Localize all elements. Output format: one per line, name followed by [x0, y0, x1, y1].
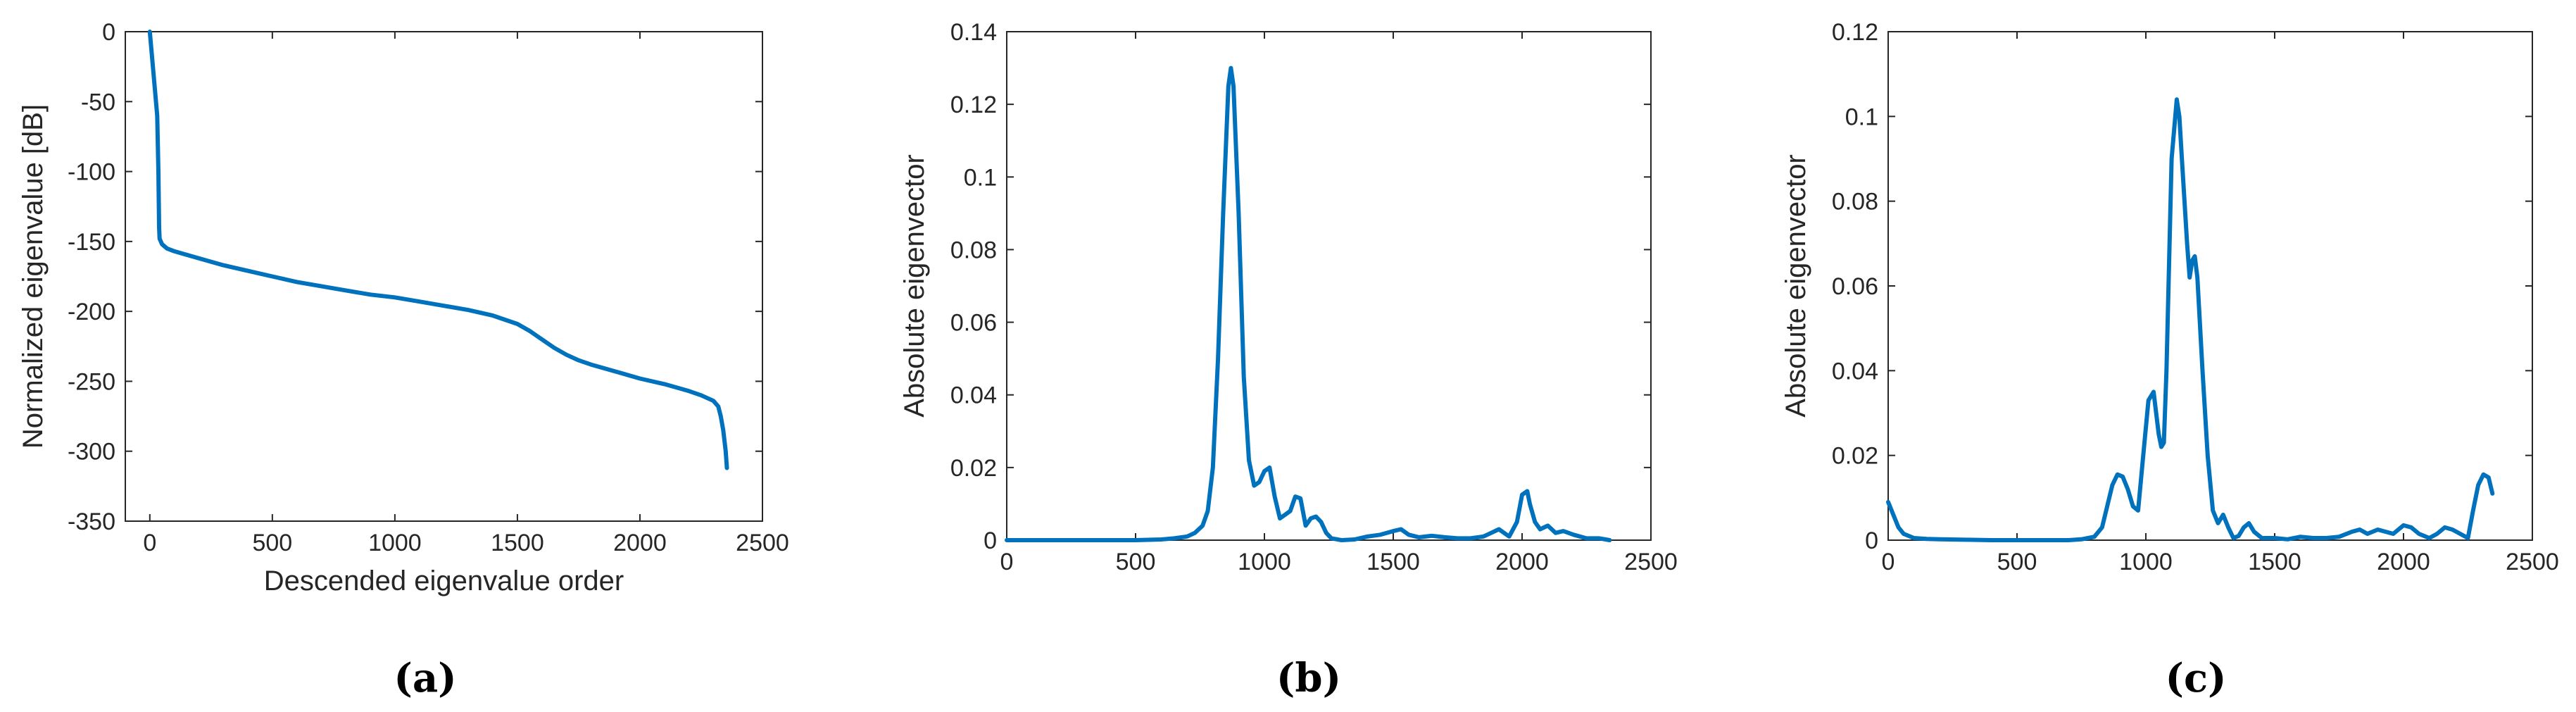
- panel-b: 0 500 1000 1500 2000 2500 0 0.02 0.04 0.06 0.08 0.1…: [899, 19, 1678, 575]
- x-tick-label: 1500: [2248, 549, 2301, 575]
- x-tick-label: 2500: [1624, 549, 1678, 575]
- y-tick-label: 0.02: [1832, 443, 1878, 470]
- y-tick-label: 0.1: [964, 164, 997, 191]
- x-tick-label: 500: [1116, 549, 1156, 575]
- y-tick-label: -300: [68, 439, 115, 466]
- y-tick-label: -250: [68, 368, 115, 395]
- y-tick-label: 0.12: [950, 92, 997, 118]
- x-tick-label: 500: [252, 530, 292, 556]
- x-tick-label: 1500: [1366, 549, 1420, 575]
- series-line: [147, 30, 729, 470]
- y-tick-label: 0.06: [950, 310, 997, 337]
- y-tick-label: 0: [1865, 527, 1878, 554]
- y-tick-label: 0.14: [950, 19, 997, 46]
- caption-c: (c): [2165, 655, 2226, 701]
- series-line: [1005, 65, 1612, 542]
- y-tick-label: 0.12: [1832, 19, 1878, 46]
- x-tick-label: 0: [1882, 549, 1895, 575]
- x-tick-label: 0: [143, 530, 156, 556]
- y-axis-label: Absolute eigenvector: [1780, 154, 1811, 418]
- caption-b: (b): [1276, 655, 1341, 701]
- y-tick-label: 0.08: [950, 237, 997, 263]
- x-tick-label: 2000: [1495, 549, 1549, 575]
- x-tick-label: 500: [1997, 549, 2037, 575]
- x-tick-label: 1500: [491, 530, 544, 556]
- panel-c: 0 500 1000 1500 2000 2500 0 0.02 0.04 0.06 0.08 0.1…: [1780, 19, 2559, 575]
- x-axis-label: Descended eigenvalue order: [264, 566, 624, 597]
- y-tick-label: 0.04: [950, 382, 997, 409]
- x-tick-label: 2000: [2377, 549, 2430, 575]
- plot-frame: [1006, 31, 1652, 541]
- y-tick-label: 0: [102, 19, 115, 46]
- panel-a: 0 500 1000 1500 2000 2500 0 -50 -100 -150 -200 -250…: [18, 19, 789, 597]
- y-tick-label: -100: [68, 159, 115, 186]
- y-tick-label: -350: [68, 508, 115, 535]
- caption-a: (a): [394, 655, 456, 701]
- x-tick-label: 2000: [613, 530, 667, 556]
- x-tick-label: 0: [1000, 549, 1014, 575]
- y-tick-label: 0.08: [1832, 189, 1878, 216]
- y-tick-label: 0.04: [1832, 358, 1878, 385]
- y-tick-label: -150: [68, 229, 115, 256]
- series-line: [1886, 97, 2495, 542]
- y-tick-label: 0: [984, 527, 997, 554]
- y-tick-label: -50: [81, 89, 115, 115]
- y-tick-label: -200: [68, 299, 115, 325]
- x-tick-label: 1000: [368, 530, 422, 556]
- x-tick-label: 1000: [2119, 549, 2173, 575]
- x-tick-label: 1000: [1238, 549, 1291, 575]
- y-tick-label: 0.1: [1845, 104, 1878, 130]
- y-axis-label: Absolute eigenvector: [899, 154, 930, 418]
- x-tick-label: 2500: [736, 530, 789, 556]
- y-axis-label: Normalized eigenvalue [dB]: [18, 104, 49, 449]
- y-tick-label: 0.06: [1832, 273, 1878, 300]
- x-tick-label: 2500: [2506, 549, 2559, 575]
- y-tick-label: 0.02: [950, 455, 997, 482]
- plot-frame: [125, 31, 763, 522]
